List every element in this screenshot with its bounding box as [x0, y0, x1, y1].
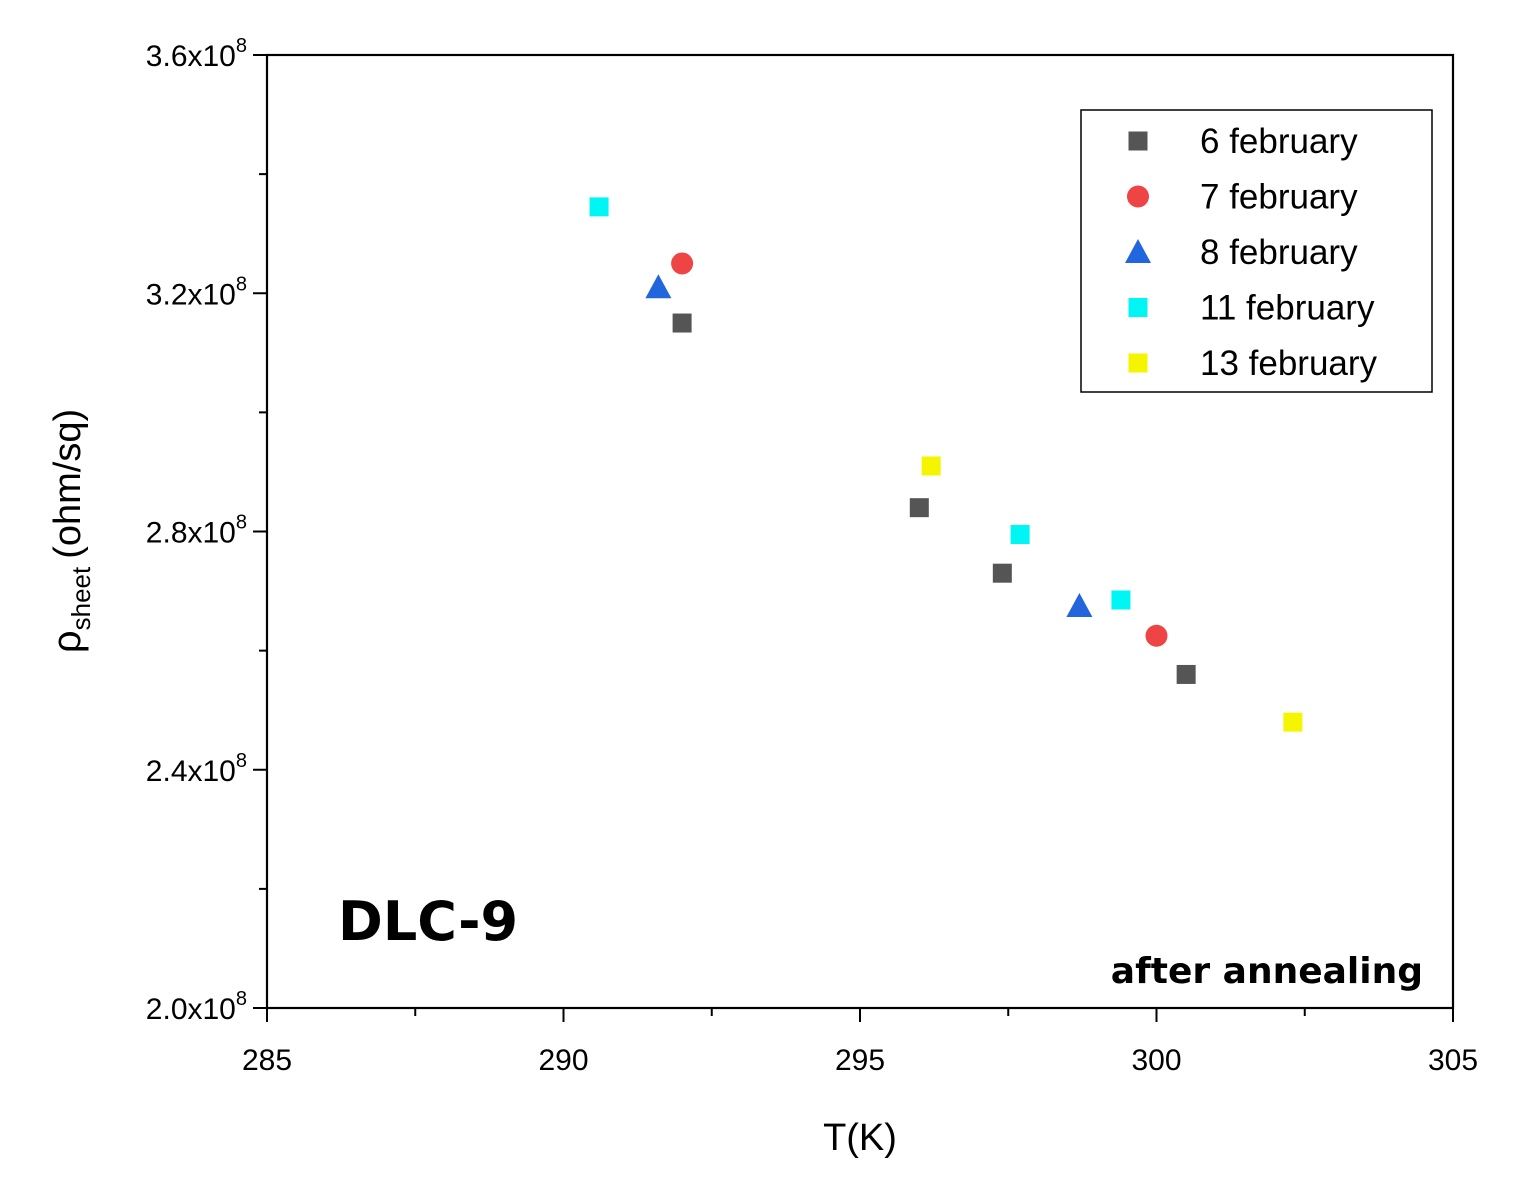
- y-tick-exponent: 8: [236, 273, 247, 295]
- y-tick-mantissa: 2.8x10: [146, 517, 236, 550]
- legend: 6 february 7 february 8 february 11 februar…: [1080, 109, 1433, 393]
- y-axis-title: ρsheet (ohm/sq): [45, 409, 96, 653]
- y-tick-exponent: 8: [236, 35, 247, 57]
- y-tick-mantissa: 3.6x10: [146, 40, 236, 73]
- legend-marker: [1125, 239, 1151, 263]
- legend-label: 13 february: [1200, 344, 1378, 383]
- y-tick-label: 3.2x108: [146, 273, 247, 311]
- data-points: [589, 197, 1303, 732]
- condition-label: after annealing: [1111, 951, 1423, 992]
- x-tick-label: 295: [835, 1044, 885, 1077]
- x-axis-title: T(K): [823, 1117, 897, 1159]
- y-tick-mantissa: 3.2x10: [146, 278, 236, 311]
- data-point: [1066, 592, 1093, 617]
- y-tick-label: 3.6x108: [146, 35, 247, 73]
- y-tick-mantissa: 2.4x10: [146, 755, 236, 788]
- x-tick-label: 305: [1428, 1044, 1478, 1077]
- y-tick-exponent: 8: [236, 750, 247, 772]
- x-tick-label: 285: [242, 1044, 292, 1077]
- data-point: [672, 313, 692, 333]
- y-axis-title-unit: (ohm/sq): [47, 409, 89, 559]
- legend-label: 7 february: [1200, 178, 1358, 217]
- data-point: [645, 274, 672, 299]
- y-axis-title-symbol: ρ: [45, 630, 89, 653]
- data-point: [1145, 624, 1168, 647]
- y-tick-exponent: 8: [236, 988, 247, 1010]
- legend-label: 11 february: [1200, 289, 1375, 328]
- legend-label: 6 february: [1200, 122, 1358, 161]
- y-tick-exponent: 8: [236, 512, 247, 534]
- x-tick-label: 300: [1131, 1044, 1181, 1077]
- data-point: [1176, 664, 1196, 684]
- data-point: [992, 563, 1012, 583]
- x-tick-label: 290: [538, 1044, 588, 1077]
- legend-marker: [1127, 185, 1149, 208]
- data-point: [1283, 712, 1303, 732]
- y-tick-label: 2.4x108: [146, 750, 247, 788]
- legend-marker: [1128, 131, 1148, 151]
- data-point: [589, 197, 609, 217]
- legend-label: 8 february: [1200, 233, 1358, 272]
- y-axis-title-subscript: sheet: [66, 566, 96, 630]
- data-point: [921, 456, 941, 476]
- data-point: [1010, 524, 1030, 544]
- data-point: [909, 498, 929, 518]
- data-point: [671, 252, 694, 275]
- y-tick-label: 2.8x108: [146, 512, 247, 550]
- legend-marker: [1128, 298, 1148, 317]
- y-tick-mantissa: 2.0x10: [146, 993, 236, 1026]
- data-point: [1111, 590, 1131, 610]
- x-axis: 285 290 295 300 305: [242, 1008, 1478, 1077]
- legend-marker: [1128, 353, 1148, 373]
- sample-label: DLC-9: [338, 890, 518, 953]
- y-tick-label: 2.0x108: [146, 988, 247, 1026]
